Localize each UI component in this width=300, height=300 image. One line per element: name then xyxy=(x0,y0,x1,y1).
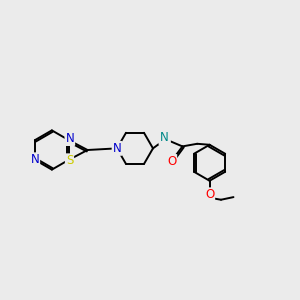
Text: H: H xyxy=(162,133,170,142)
Text: O: O xyxy=(167,155,176,168)
Text: S: S xyxy=(66,154,73,167)
Text: N: N xyxy=(31,153,39,166)
Text: O: O xyxy=(205,188,214,201)
Text: N: N xyxy=(65,132,74,145)
Text: N: N xyxy=(112,142,122,155)
Text: N: N xyxy=(159,131,168,144)
